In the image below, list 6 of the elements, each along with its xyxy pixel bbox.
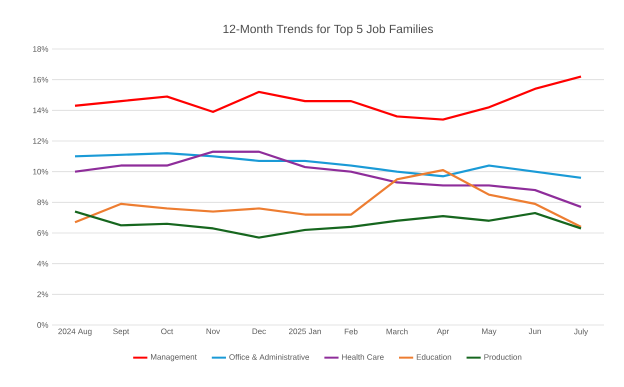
line-series (74, 150, 582, 208)
chart-title: 12-Month Trends for Top 5 Job Families (223, 24, 433, 36)
line-series (74, 76, 582, 121)
line-series (74, 169, 582, 228)
line-series (74, 210, 582, 239)
line-series (74, 152, 582, 179)
